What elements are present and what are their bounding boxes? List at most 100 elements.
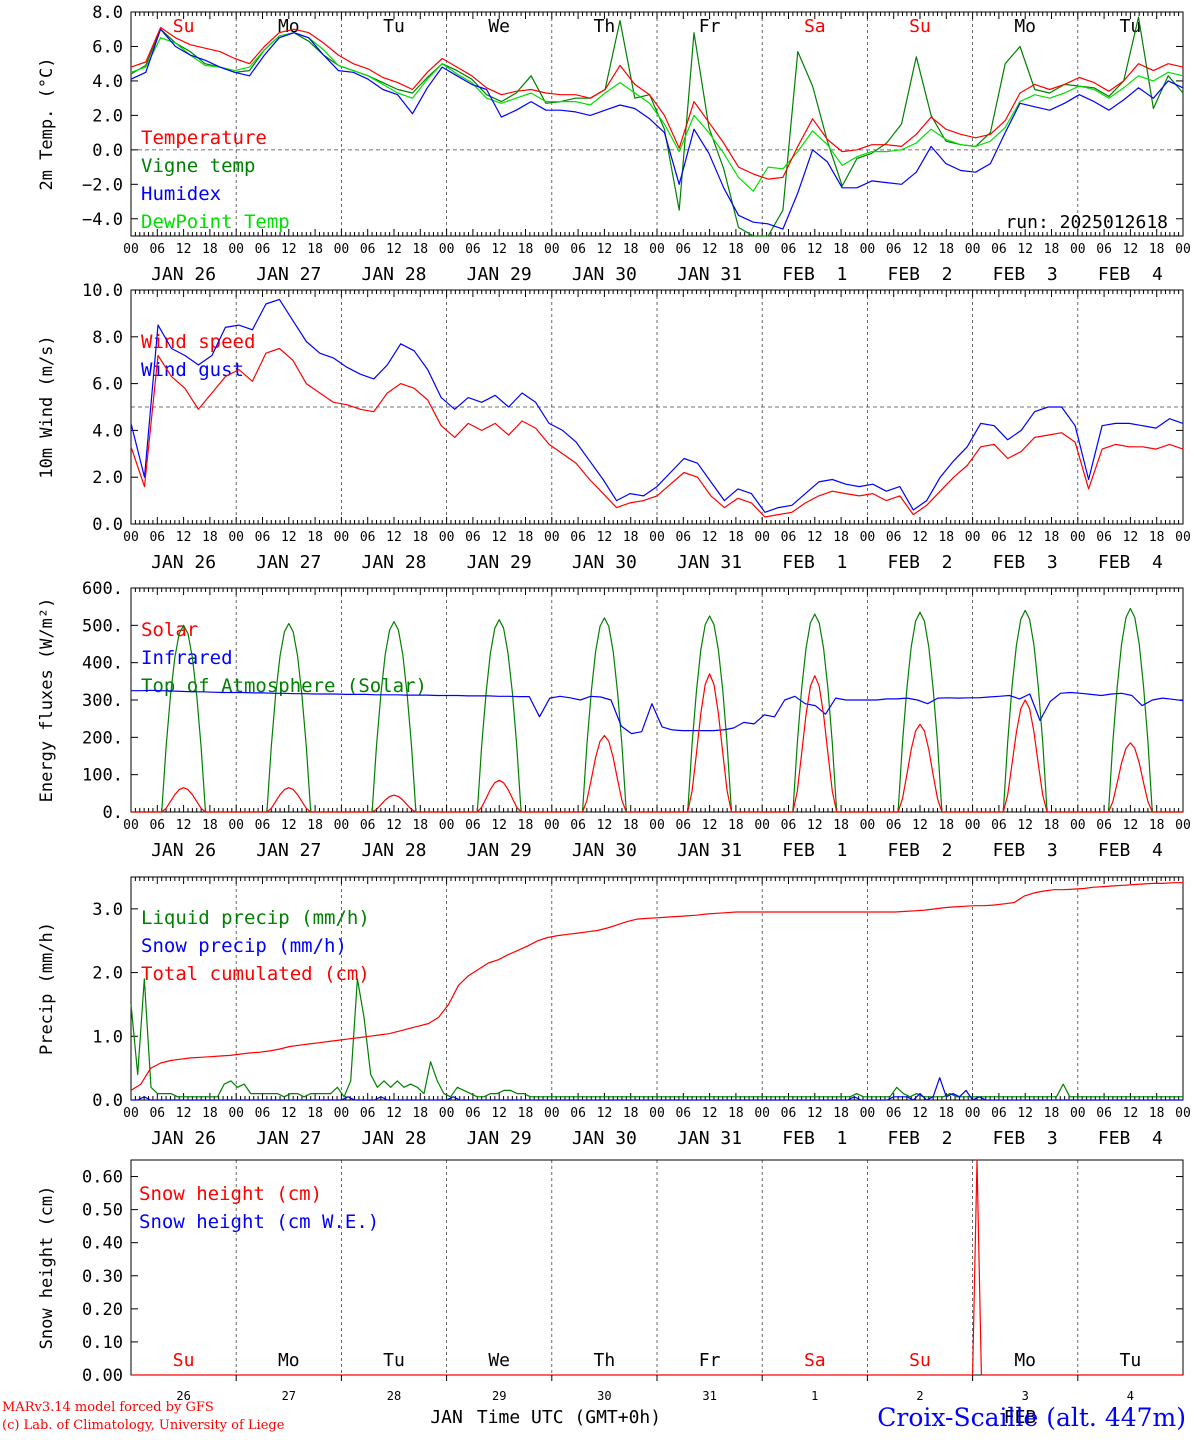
hour-label: 06 (149, 1106, 165, 1121)
day-number: 26 (176, 1389, 190, 1403)
day-label: JAN 29 (467, 264, 532, 285)
y-tick-label: 4.0 (92, 421, 123, 441)
day-label: JAN 28 (361, 264, 426, 285)
hour-label: 06 (255, 1106, 271, 1121)
day-label: FEB 4 (1098, 1128, 1163, 1149)
series-0 (130, 26, 1184, 180)
hour-label: 18 (833, 1106, 849, 1121)
hour-label: 12 (176, 1106, 192, 1121)
hour-label: 06 (465, 530, 481, 545)
y-axis-title: 10m Wind (m/s) (37, 335, 57, 478)
hour-label: 00 (649, 242, 665, 257)
hour-label: 00 (334, 818, 350, 833)
hour-label: 06 (781, 1106, 797, 1121)
day-label: FEB 3 (993, 552, 1058, 573)
y-axis-title: Energy fluxes (W/m²) (37, 598, 57, 803)
day-label: JAN 31 (677, 1128, 742, 1149)
hour-label: 12 (386, 818, 402, 833)
hour-label: 18 (518, 818, 534, 833)
hour-label: 06 (360, 242, 376, 257)
legend-entry: Solar (141, 619, 198, 641)
day-label: JAN 30 (572, 840, 637, 861)
hour-label: 06 (675, 818, 691, 833)
panel-4: 3.0 2.0 1.0 0.0 Precip (mm/h) 00 06 12 18 00 06 12 1… (37, 876, 1191, 1149)
day-label: JAN 30 (572, 264, 637, 285)
hour-label: 18 (1149, 818, 1165, 833)
hour-label: 06 (675, 242, 691, 257)
y-tick-label: −2.0 (82, 175, 123, 195)
day-label: JAN 31 (677, 552, 742, 573)
hour-label: 06 (570, 818, 586, 833)
y-tick-label: 8.0 (92, 3, 123, 23)
hour-label: 00 (860, 818, 876, 833)
hour-label: 12 (597, 1106, 613, 1121)
hour-label: 06 (360, 818, 376, 833)
y-tick-label: 0.00 (82, 1366, 123, 1386)
hour-label: 12 (807, 818, 823, 833)
day-label: JAN 30 (572, 1128, 637, 1149)
legend-entry: Top of Atmosphere (Solar) (141, 675, 427, 697)
legend-entry: Infrared (141, 647, 233, 669)
hour-label: 00 (334, 530, 350, 545)
day-label: JAN 27 (256, 1128, 321, 1149)
hour-label: 00 (965, 1106, 981, 1121)
hour-label: 06 (465, 242, 481, 257)
hour-label: 00 (754, 1106, 770, 1121)
day-label: JAN 30 (572, 552, 637, 573)
weekday-label: Tu (383, 16, 405, 37)
panel-1: 8.0 6.0 4.0 2.0 0.0 −2.0 −4.0 2m Temp. (°C) 00 06… (37, 3, 1191, 285)
hour-label: 06 (570, 1106, 586, 1121)
month-label-feb: FEB (1004, 1407, 1037, 1428)
hour-label: 12 (176, 818, 192, 833)
hour-label: 12 (491, 1106, 507, 1121)
weekday-label: Su (173, 1350, 195, 1371)
day-label: JAN 31 (677, 264, 742, 285)
series-2 (130, 28, 1184, 230)
hour-label: 12 (1017, 242, 1033, 257)
hour-label: 00 (123, 818, 139, 833)
hour-label: 12 (176, 530, 192, 545)
hour-label: 12 (702, 818, 718, 833)
hour-label: 06 (886, 242, 902, 257)
hour-label: 12 (491, 242, 507, 257)
weekday-label: Tu (1120, 16, 1142, 37)
hour-label: 06 (886, 530, 902, 545)
hour-label: 00 (1070, 1106, 1086, 1121)
day-label: JAN 29 (467, 552, 532, 573)
y-axis-title: 2m Temp. (°C) (37, 57, 57, 190)
hour-label: 12 (281, 530, 297, 545)
series-1 (130, 16, 1184, 237)
hour-label: 18 (728, 818, 744, 833)
hour-label: 00 (544, 818, 560, 833)
legend-entry: Snow height (cm W.E.) (139, 1211, 379, 1233)
hour-label: 06 (675, 530, 691, 545)
day-label: JAN 29 (467, 1128, 532, 1149)
x-axis-title: Time UTC (GMT+0h) (477, 1407, 661, 1428)
hour-label: 18 (1149, 530, 1165, 545)
y-tick-label: 6.0 (92, 375, 123, 395)
weekday-label: Sa (804, 16, 826, 37)
hour-label: 00 (1175, 1106, 1191, 1121)
day-number: 2 (916, 1389, 923, 1403)
y-tick-label: 2.0 (92, 106, 123, 126)
hour-label: 18 (518, 530, 534, 545)
hour-label: 12 (912, 530, 928, 545)
hour-label: 18 (412, 530, 428, 545)
hour-label: 18 (412, 242, 428, 257)
legend-entry: Liquid precip (mm/h) (141, 907, 370, 929)
hour-label: 00 (439, 242, 455, 257)
series-0 (130, 978, 1183, 1098)
legend-entry: Snow height (cm) (139, 1183, 322, 1205)
y-tick-label: 6.0 (92, 37, 123, 57)
hour-label: 12 (1123, 818, 1139, 833)
hour-label: 12 (702, 242, 718, 257)
weekday-label: Su (909, 1350, 931, 1371)
hour-label: 12 (1017, 818, 1033, 833)
weekday-label: Th (594, 1350, 616, 1371)
hour-label: 12 (176, 242, 192, 257)
day-label: FEB 4 (1098, 552, 1163, 573)
legend-entry: Total cumulated (cm) (141, 963, 370, 985)
solar-series (131, 673, 1183, 813)
hour-label: 12 (912, 1106, 928, 1121)
credits: MARv3.14 model forced by GFS (c) Lab. of… (2, 1399, 284, 1435)
